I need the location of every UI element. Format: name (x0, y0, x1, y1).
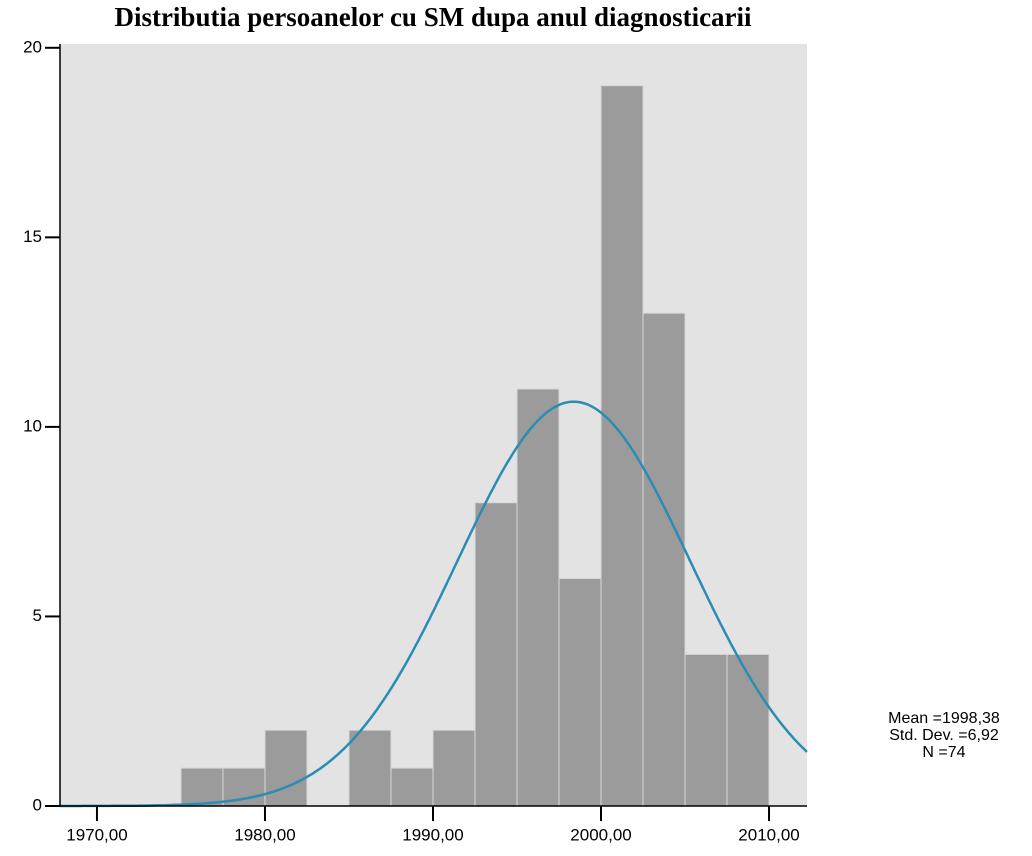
x-tick-label: 1990,00 (402, 825, 463, 844)
stat-label: N =74 (922, 744, 965, 761)
bar (684, 653, 728, 807)
x-tick-label: 1980,00 (234, 825, 295, 844)
bar (642, 312, 686, 807)
bar (348, 729, 392, 807)
y-tick-label: 5 (33, 606, 42, 625)
bar (516, 388, 560, 807)
bar (474, 502, 518, 807)
x-tick-label: 2000,00 (570, 825, 631, 844)
stat-label: Std. Dev. =6,92 (889, 727, 999, 744)
x-tick-label: 1970,00 (66, 825, 127, 844)
bar (264, 729, 308, 807)
x-tick-label: 2010,00 (738, 825, 799, 844)
bar (558, 578, 602, 807)
y-tick-label: 10 (23, 416, 42, 435)
y-tick-label: 15 (23, 227, 42, 246)
stat-label: Mean =1998,38 (888, 710, 1000, 727)
chart-title: Distributia persoanelor cu SM dupa anul … (114, 2, 752, 32)
y-tick-label: 20 (23, 37, 42, 56)
bar (600, 85, 644, 807)
normal-curve (60, 400, 808, 808)
bar (726, 653, 770, 807)
bar (390, 767, 434, 807)
y-tick-label: 0 (33, 795, 42, 814)
bar (180, 767, 224, 807)
bar (432, 729, 476, 807)
